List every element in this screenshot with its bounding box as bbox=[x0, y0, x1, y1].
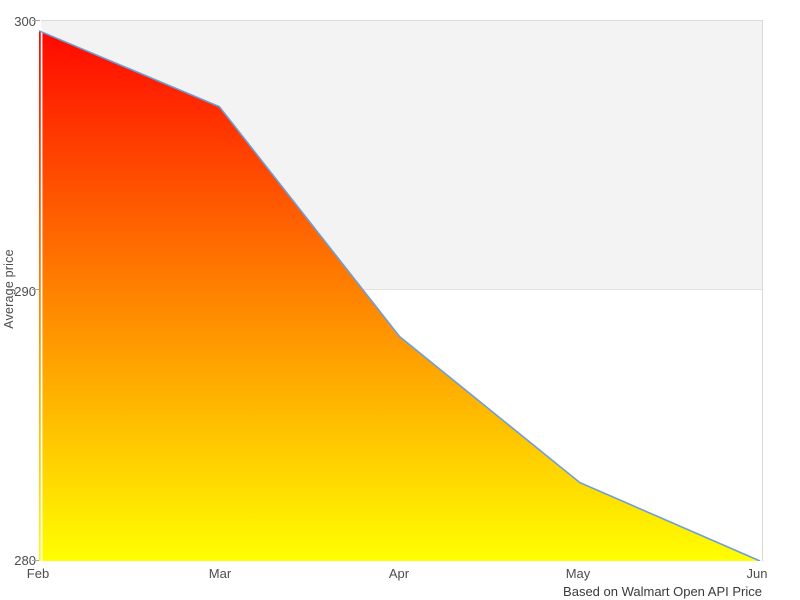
ytick-mark-280 bbox=[32, 560, 40, 561]
price-line bbox=[39, 30, 761, 561]
ytick-label-280: 280 bbox=[14, 553, 36, 568]
xtick-label-apr: Apr bbox=[388, 566, 410, 581]
xtick-label-jun: Jun bbox=[746, 566, 768, 581]
plot-area bbox=[39, 20, 763, 561]
ytick-mark-300 bbox=[32, 20, 40, 21]
ytick-label-290: 290 bbox=[14, 284, 36, 299]
area-chart-svg bbox=[39, 28, 761, 561]
chart-caption: Based on Walmart Open API Price bbox=[563, 584, 762, 599]
xtick-label-mar: Mar bbox=[208, 566, 232, 581]
area-fill bbox=[39, 30, 760, 561]
xtick-label-feb: Feb bbox=[26, 566, 50, 581]
ytick-label-300: 300 bbox=[14, 14, 36, 29]
xtick-label-may: May bbox=[565, 566, 591, 581]
ytick-mark-290 bbox=[32, 289, 40, 290]
y-axis-title: Average price bbox=[2, 249, 16, 329]
